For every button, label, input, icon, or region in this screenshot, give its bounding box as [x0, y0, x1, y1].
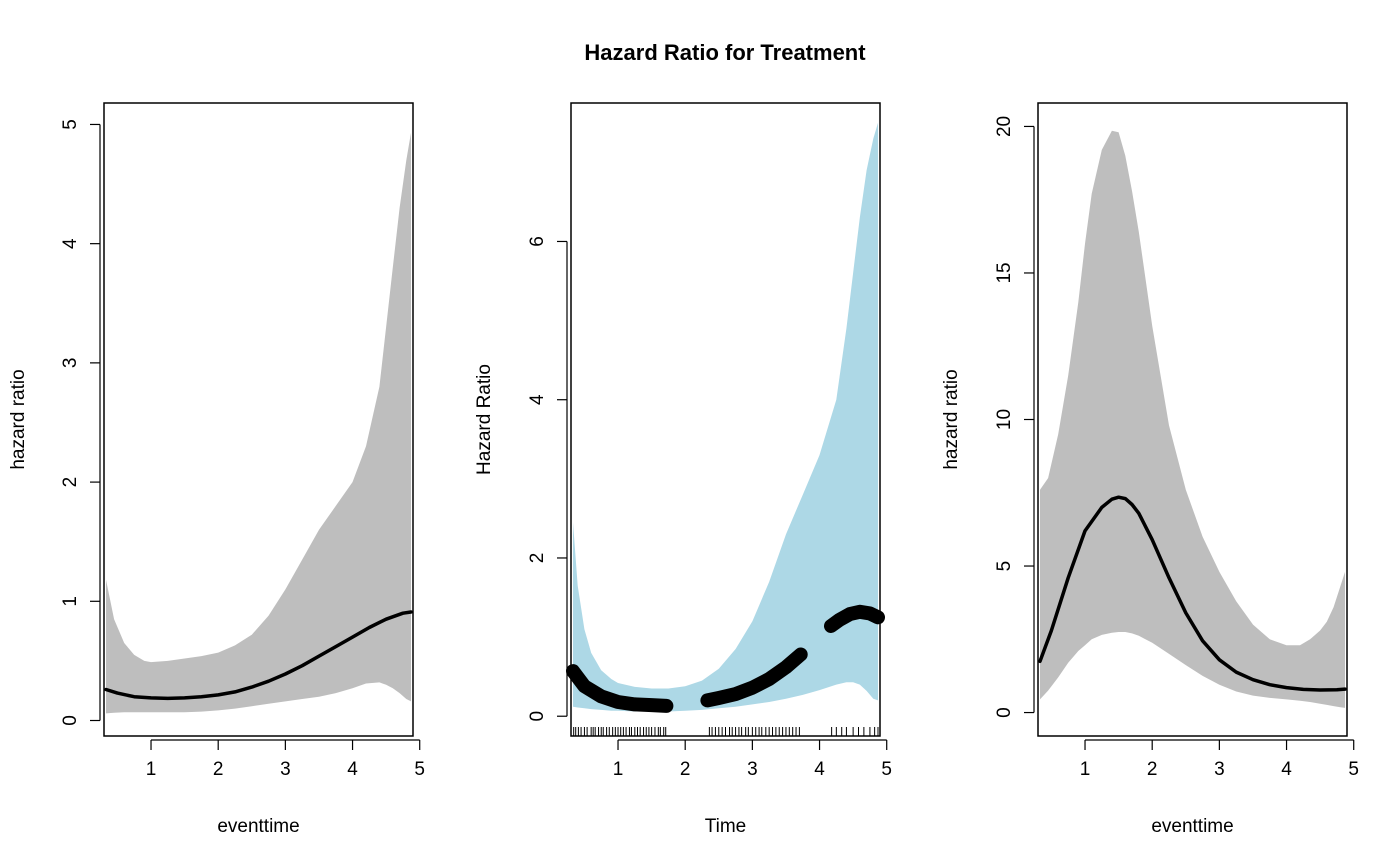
y-tick-label: 1: [60, 596, 81, 607]
y-tick-label: 5: [60, 119, 81, 130]
x-axis-title: eventtime: [1151, 816, 1233, 837]
x-tick-label: 1: [146, 759, 157, 780]
panel-middle-hazard-ratio: 1 2 3 4 5 0 2 4 6 Time Hazard Ratio: [474, 102, 892, 837]
panel-left-hazard-ratio: 1 2 3 4 5 0 1 2 3 4 5 eventtime hazard ratio: [8, 102, 425, 837]
x-axis-title: Time: [705, 816, 747, 837]
plot-frame: [1037, 102, 1348, 737]
confidence-band: [106, 132, 411, 714]
x-tick-label: 5: [414, 759, 425, 780]
y-tick-label: 0: [994, 707, 1015, 718]
y-tick-label: 10: [994, 409, 1015, 430]
hazard-ratio-curve: [1038, 495, 1347, 692]
y-tick-label: 0: [527, 711, 548, 722]
hazard-ratio-segment-2: [700, 647, 808, 708]
y-tick-label: 5: [994, 561, 1015, 572]
panel-right-hazard-ratio: 1 2 3 4 5 0 5 10 15 20 eventtime hazard ratio: [941, 102, 1359, 837]
x-tick-label: 3: [280, 759, 291, 780]
x-tick-label: 3: [1214, 759, 1225, 780]
plot-frame: [570, 102, 881, 737]
y-tick-label: 2: [527, 553, 548, 564]
hazard-ratio-segment-3: [824, 604, 885, 633]
x-tick-label: 1: [613, 759, 624, 780]
y-tick-label: 0: [60, 715, 81, 726]
hazard-ratio-segment-1: [566, 664, 674, 713]
y-axis-title: Hazard Ratio: [474, 364, 495, 475]
confidence-band: [573, 122, 878, 712]
x-tick-label: 5: [1348, 759, 1359, 780]
x-axis-title: eventtime: [217, 816, 299, 837]
y-tick-label: 2: [60, 477, 81, 488]
x-tick-label: 3: [747, 759, 758, 780]
x-tick-label: 5: [881, 759, 892, 780]
y-tick-label: 15: [994, 262, 1015, 283]
y-tick-label: 20: [994, 116, 1015, 137]
plot-frame: [103, 102, 414, 737]
x-tick-label: 2: [213, 759, 224, 780]
x-tick-label: 1: [1080, 759, 1091, 780]
x-tick-label: 4: [347, 759, 358, 780]
y-tick-label: 3: [60, 358, 81, 369]
y-tick-label: 4: [527, 394, 548, 405]
y-axis-title: hazard ratio: [8, 369, 29, 469]
x-tick-label: 2: [1147, 759, 1158, 780]
confidence-band: [1040, 130, 1345, 708]
y-tick-label: 6: [527, 236, 548, 247]
x-tick-label: 2: [680, 759, 691, 780]
y-tick-label: 4: [60, 238, 81, 249]
hazard-ratio-curve: [104, 610, 413, 701]
x-tick-label: 4: [814, 759, 825, 780]
main-title: Hazard Ratio for Treatment: [584, 40, 866, 65]
x-tick-label: 4: [1281, 759, 1292, 780]
y-axis-title: hazard ratio: [941, 369, 962, 469]
